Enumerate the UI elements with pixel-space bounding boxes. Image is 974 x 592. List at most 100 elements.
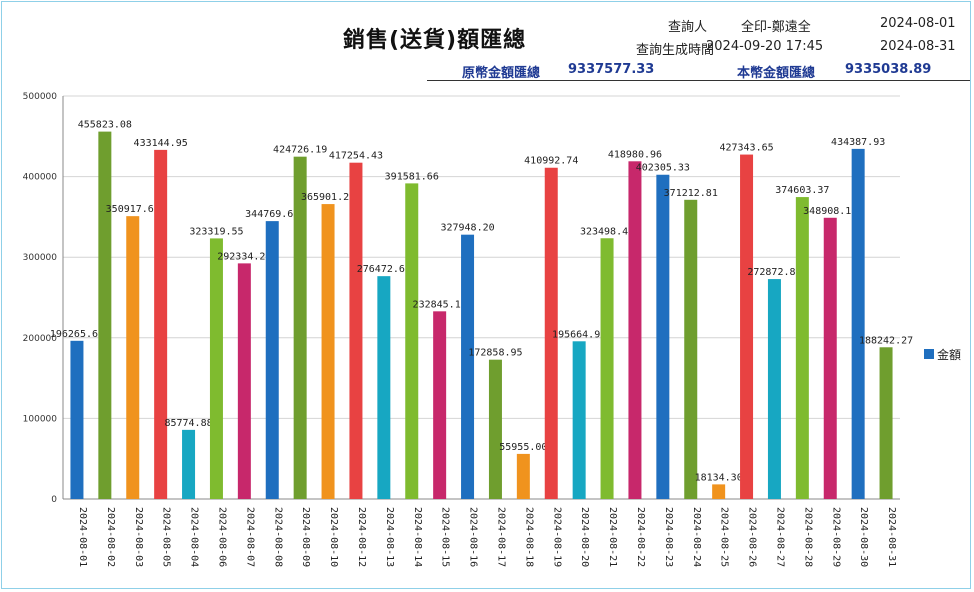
bar [98,131,112,499]
bar [712,484,726,499]
x-tick-label: 2024-08-16 [468,507,479,567]
x-tick-label: 2024-08-14 [412,507,423,567]
x-tick-label: 2024-08-15 [440,507,451,567]
bar [656,174,670,500]
bar [377,276,391,499]
x-tick-label: 2024-08-29 [830,507,841,567]
data-label: 232845.13 [413,299,467,310]
x-tick-label: 2024-08-05 [161,507,172,567]
legend-label: 金額 [937,348,962,362]
x-tick-label: 2024-08-27 [774,507,785,567]
header-divider [427,80,970,81]
x-tick-label: 2024-08-08 [272,507,283,567]
query-person-value: 全印-鄭遠全 [741,20,811,35]
data-label: 410992.74 [524,156,578,167]
generated-label: 查詢生成時間 [636,43,715,58]
bar [823,217,837,499]
data-label: 424726.19 [273,145,327,156]
data-label: 18134.30 [695,472,743,483]
data-label: 196265.65 [50,329,104,340]
date-to: 2024-08-31 [880,39,956,54]
data-label: 323498.41 [580,226,634,237]
bar [879,347,893,499]
x-tick-label: 2024-08-25 [719,507,730,567]
report-title: 銷售(送貨)額匯總 [343,28,527,53]
x-tick-label: 2024-08-06 [216,507,227,567]
bar [740,154,754,499]
bar [767,279,781,499]
x-tick-label: 2024-08-03 [133,507,144,567]
bar [488,359,502,499]
data-label: 374603.37 [775,185,829,196]
x-tick-label: 2024-08-17 [495,507,506,567]
data-label: 323319.55 [189,226,243,237]
bar [851,148,865,499]
x-tick-label: 2024-08-10 [328,507,339,567]
x-tick-label: 2024-08-20 [579,507,590,567]
x-tick-label: 2024-08-19 [551,507,562,567]
x-tick-label: 2024-08-23 [663,507,674,567]
x-tick-label: 2024-08-26 [747,507,758,567]
data-label: 418980.96 [608,149,662,160]
x-tick-label: 2024-08-18 [523,507,534,567]
bar [600,238,614,499]
bar [237,263,251,499]
y-tick-label: 100000 [23,414,58,424]
bar [572,341,586,499]
x-tick-label: 2024-08-04 [189,507,200,567]
bar [516,453,530,499]
bar [684,199,698,499]
data-label: 391581.66 [385,171,439,182]
orig-total-label: 原幣金額匯總 [462,66,541,81]
generated-value: 2024-09-20 17:45 [706,39,824,54]
data-label: 365901.29 [301,192,355,203]
data-label: 344769.61 [245,209,299,220]
bar [405,183,419,499]
data-label: 434387.93 [831,137,885,148]
y-tick-label: 500000 [23,92,58,102]
data-label: 427343.65 [719,143,773,154]
bar [293,156,307,499]
x-tick-label: 2024-08-12 [356,507,367,567]
bar [433,311,447,499]
legend-swatch [924,349,934,359]
bar [461,234,475,499]
x-tick-label: 2024-08-30 [858,507,869,567]
data-label: 85774.88 [164,418,212,429]
y-tick-label: 300000 [23,253,58,263]
x-tick-label: 2024-08-07 [244,507,255,567]
data-label: 172858.95 [468,348,522,359]
bar [544,167,558,499]
bar [154,149,168,499]
x-tick-label: 2024-08-31 [886,507,897,567]
orig-total-value: 9337577.33 [568,62,655,77]
bar [349,162,363,499]
bar [795,197,809,499]
local-total-label: 本幣金額匯總 [737,66,816,81]
y-tick-label: 400000 [23,173,58,183]
data-label: 417254.43 [329,151,383,162]
x-tick-label: 2024-08-22 [635,507,646,567]
bar [628,161,642,500]
data-label: 455823.08 [78,120,132,131]
data-label: 188242.27 [859,335,913,346]
data-label: 55955.00 [499,442,547,453]
bar [265,221,279,499]
x-tick-label: 2024-08-13 [384,507,395,567]
x-tick-label: 2024-08-01 [77,507,88,567]
data-label: 433144.95 [134,138,188,149]
data-label: 272872.88 [747,267,801,278]
bar [182,429,196,499]
date-from: 2024-08-01 [880,16,956,31]
data-label: 327948.20 [440,223,494,234]
data-label: 292334.29 [217,251,271,262]
data-label: 402305.33 [636,163,690,174]
bar [70,340,84,499]
data-label: 350917.67 [106,204,160,215]
x-tick-label: 2024-08-21 [607,507,618,567]
y-tick-label: 0 [51,495,57,505]
y-tick-label: 200000 [23,334,58,344]
data-label: 276472.67 [357,264,411,275]
